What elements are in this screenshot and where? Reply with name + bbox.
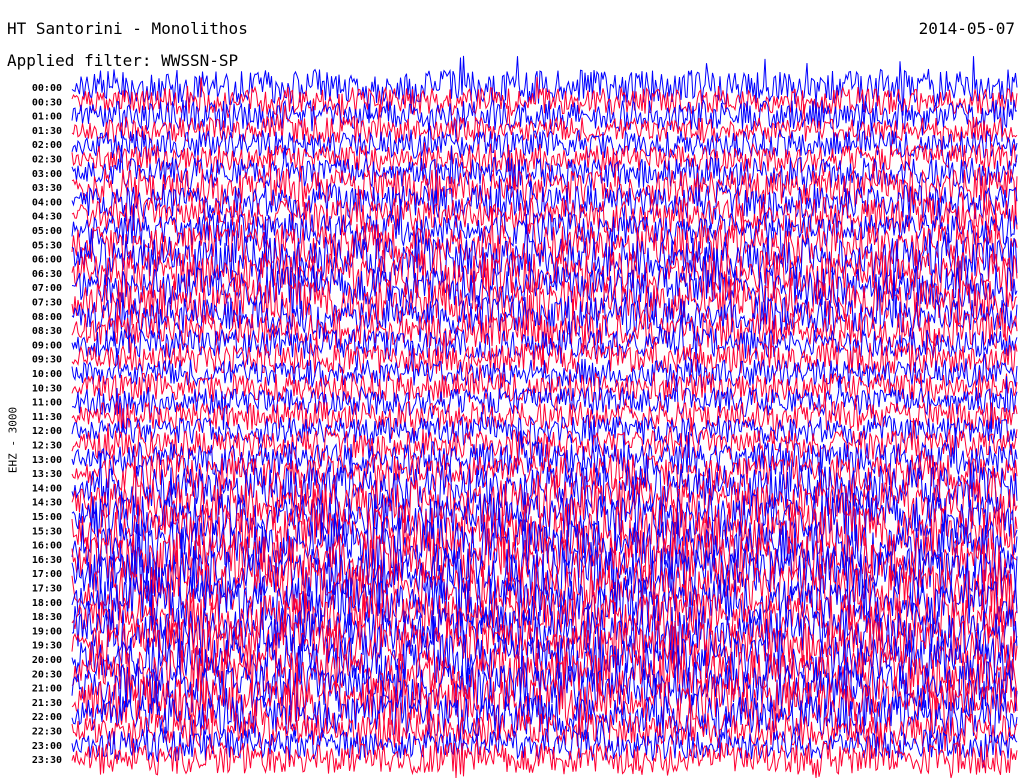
row-label: 20:00 <box>32 655 62 666</box>
row-label: 00:00 <box>32 83 62 94</box>
trace-row-2330 <box>71 727 1018 779</box>
trace-row-1530 <box>71 482 1018 570</box>
row-label: 08:00 <box>32 312 62 323</box>
row-label: 16:30 <box>32 555 62 566</box>
trace-group <box>71 55 1018 779</box>
row-label: 19:00 <box>32 626 62 637</box>
row-label: 01:30 <box>32 126 62 137</box>
row-label: 04:30 <box>32 212 62 223</box>
row-label: 18:00 <box>32 598 62 609</box>
row-label: 12:30 <box>32 441 62 452</box>
trace-row-1500 <box>71 467 1018 562</box>
trace-row-1130 <box>71 390 1018 444</box>
row-label: 15:00 <box>32 512 62 523</box>
row-label: 23:30 <box>32 755 62 766</box>
row-label: 15:30 <box>32 526 62 537</box>
row-label: 18:30 <box>32 612 62 623</box>
row-label: 22:00 <box>32 712 62 723</box>
trace-row-0200 <box>71 120 1018 172</box>
row-label: 07:30 <box>32 298 62 309</box>
row-label: 21:00 <box>32 684 62 695</box>
row-label: 14:00 <box>32 483 62 494</box>
row-label: 07:00 <box>32 283 62 294</box>
row-label: 16:00 <box>32 541 62 552</box>
trace-row-2030 <box>71 636 1018 716</box>
row-label: 09:00 <box>32 340 62 351</box>
trace-row-0300 <box>71 145 1018 206</box>
trace-row-2230 <box>71 694 1018 754</box>
row-label: 13:30 <box>32 469 62 480</box>
trace-row-0730 <box>71 252 1018 344</box>
trace-row-1230 <box>71 417 1018 471</box>
trace-row-0800 <box>71 276 1018 354</box>
row-label: 03:30 <box>32 183 62 194</box>
row-label: 17:00 <box>32 569 62 580</box>
row-label: 03:00 <box>32 169 62 180</box>
trace-row-0700 <box>71 247 1018 327</box>
trace-row-0500 <box>71 197 1018 264</box>
trace-row-1430 <box>71 455 1018 528</box>
trace-row-1030 <box>71 362 1018 416</box>
trace-row-2000 <box>71 615 1018 708</box>
row-label: 11:00 <box>32 398 62 409</box>
row-label: 02:00 <box>32 140 62 151</box>
row-label: 13:00 <box>32 455 62 466</box>
date-label: 2014-05-07 <box>918 19 1015 38</box>
row-label: 04:00 <box>32 197 62 208</box>
trace-row-0830 <box>71 292 1018 365</box>
trace-row-2100 <box>71 643 1018 735</box>
row-label: 17:30 <box>32 584 62 595</box>
row-label-group: 00:00 00:30 01:00 01:30 02:00 02:30 03:00 03:30… <box>32 83 62 766</box>
trace-row-1000 <box>71 345 1018 399</box>
trace-row-1630 <box>71 506 1018 601</box>
trace-row-1700 <box>71 519 1018 623</box>
row-label: 22:30 <box>32 727 62 738</box>
trace-row-0030 <box>71 76 1018 125</box>
row-label: 23:00 <box>32 741 62 752</box>
station-title: HT Santorini - Monolithos <box>7 19 248 38</box>
trace-row-0600 <box>71 213 1018 288</box>
row-label: 01:00 <box>32 112 62 123</box>
trace-row-0100 <box>71 99 1018 142</box>
trace-row-0930 <box>71 324 1018 377</box>
trace-row-0430 <box>71 185 1018 249</box>
row-label: 06:30 <box>32 269 62 280</box>
row-label: 05:30 <box>32 240 62 251</box>
row-label: 21:30 <box>32 698 62 709</box>
trace-row-0230 <box>71 142 1018 191</box>
row-label: 05:00 <box>32 226 62 237</box>
trace-row-1330 <box>71 436 1018 512</box>
row-label: 20:30 <box>32 669 62 680</box>
trace-row-1100 <box>71 375 1018 433</box>
row-label: 10:30 <box>32 383 62 394</box>
trace-row-1400 <box>71 443 1018 529</box>
row-label: 09:30 <box>32 355 62 366</box>
row-label: 02:30 <box>32 155 62 166</box>
row-label: 06:00 <box>32 255 62 266</box>
trace-row-2200 <box>71 672 1018 758</box>
row-label: 10:00 <box>32 369 62 380</box>
trace-row-1300 <box>71 427 1018 492</box>
row-label: 00:30 <box>32 97 62 108</box>
trace-row-0400 <box>71 175 1018 232</box>
trace-row-1800 <box>71 546 1018 630</box>
trace-row-1600 <box>71 496 1018 596</box>
row-label: 08:30 <box>32 326 62 337</box>
row-label: 19:30 <box>32 641 62 652</box>
row-label: 11:30 <box>32 412 62 423</box>
row-label: 14:30 <box>32 498 62 509</box>
filter-label: Applied filter: WWSSN-SP <box>7 51 239 70</box>
row-label: 12:00 <box>32 426 62 437</box>
